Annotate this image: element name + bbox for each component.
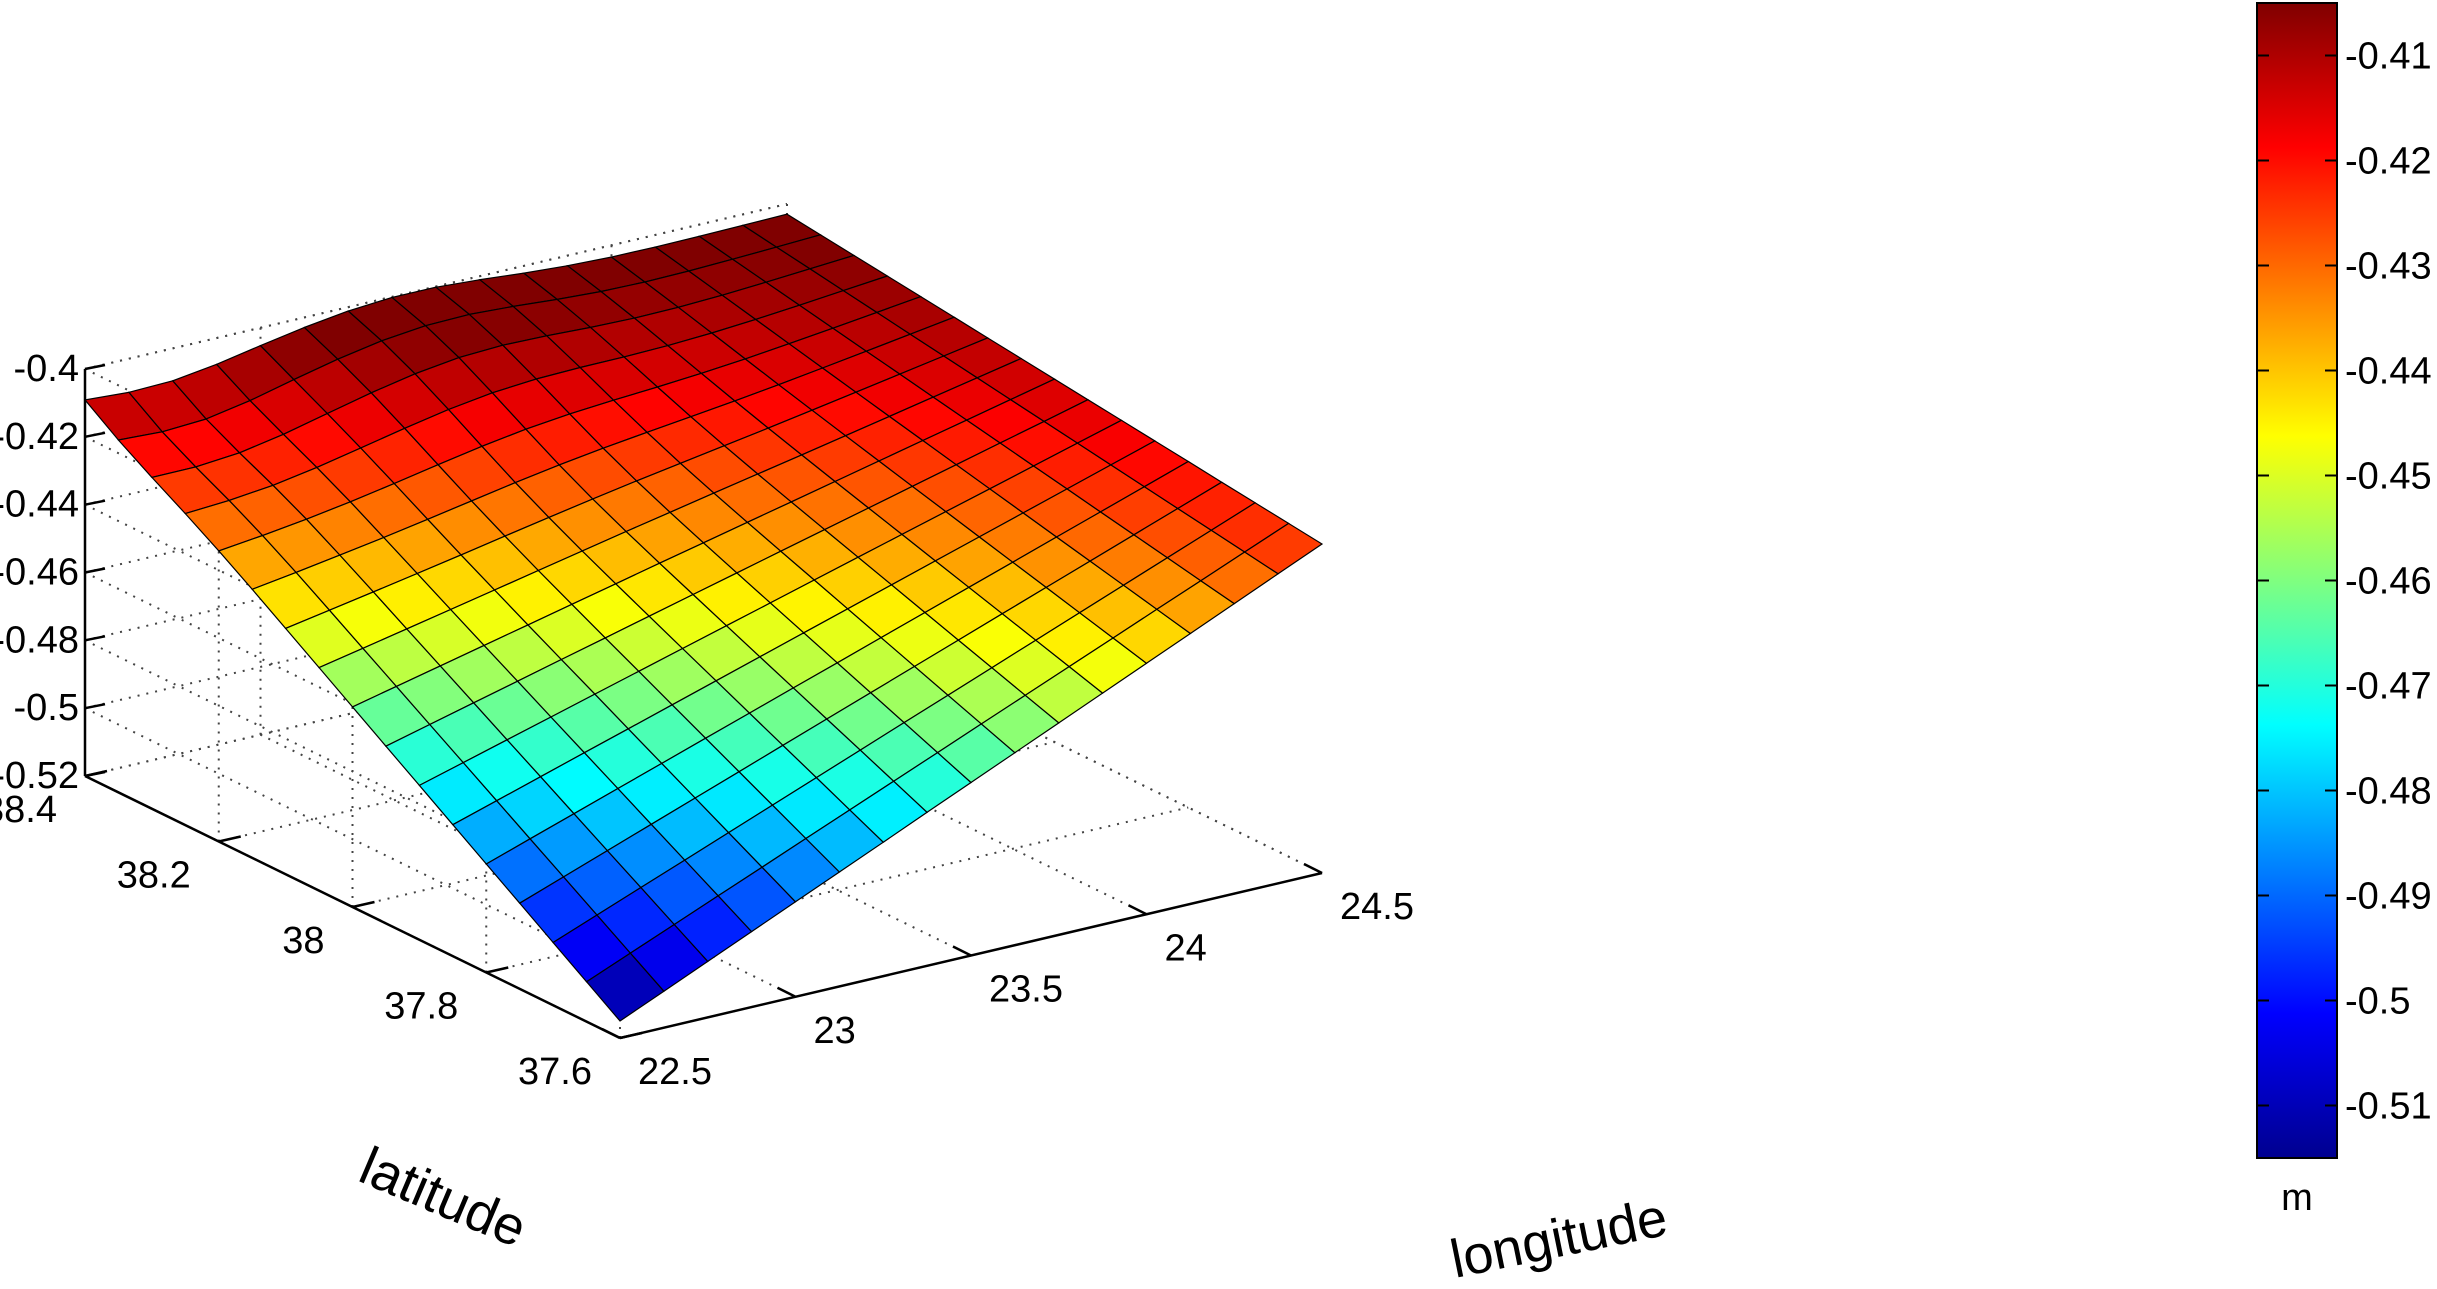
colorbar-tick-label: -0.51: [2345, 1086, 2432, 1128]
axes: [83, 363, 1323, 1040]
y-tick-label: 37.8: [384, 986, 458, 1028]
x-tick-label: 23: [814, 1010, 856, 1052]
colorbar-tick-label: -0.45: [2345, 456, 2432, 498]
tick-labels: 22.5 23 23.5 24 24.5 37.6 37.8 38 38.2 38.4-0.52 -…: [0, 348, 1414, 1093]
z-tick-label: -0.46: [0, 552, 79, 594]
colorbar-gradient: [2256, 2, 2338, 1159]
x-tick-label: 24: [1165, 927, 1207, 969]
y-tick-label: 38.2: [117, 855, 191, 897]
x-tick-label: 22.5: [638, 1051, 712, 1093]
colorbar-unit: m: [2281, 1177, 2313, 1219]
z-tick-label: -0.4: [14, 348, 79, 390]
colorbar-tick-label: -0.41: [2345, 36, 2432, 78]
x-axis-label: longitude: [1445, 1187, 1672, 1284]
x-tick-label: 24.5: [1340, 886, 1414, 928]
y-tick-label: 38: [282, 920, 324, 962]
colorbar-ticks: -0.41 -0.42 -0.43 -0.44 -0.45 -0.46 -0.47 -0.48…: [2257, 36, 2432, 1128]
z-tick-label: -0.48: [0, 619, 79, 661]
z-tick-label: -0.5: [14, 687, 79, 729]
surface-mesh: [83, 213, 1324, 1022]
z-tick-label: -0.42: [0, 416, 79, 458]
x-tick-label: 23.5: [989, 969, 1063, 1011]
colorbar-tick-label: -0.46: [2345, 561, 2432, 603]
y-axis-label: latitude: [351, 1136, 535, 1259]
z-tick-label: -0.44: [0, 484, 79, 526]
colorbar-tick-label: -0.43: [2345, 246, 2432, 288]
colorbar-tick-label: -0.49: [2345, 876, 2432, 918]
y-tick-label: 38.4: [0, 789, 57, 831]
colorbar-tick-label: -0.48: [2345, 771, 2432, 813]
surface-patch: [1243, 522, 1324, 575]
colorbar: -0.41 -0.42 -0.43 -0.44 -0.45 -0.46 -0.47 -0.48…: [2256, 2, 2432, 1219]
colorbar-tick-label: -0.47: [2345, 666, 2432, 708]
z-tick-label: -0.52: [0, 755, 79, 797]
colorbar-tick-label: -0.5: [2345, 981, 2410, 1023]
colorbar-tick-label: -0.44: [2345, 351, 2432, 393]
colorbar-tick-label: -0.42: [2345, 141, 2432, 183]
y-tick-label: 37.6: [518, 1051, 592, 1093]
